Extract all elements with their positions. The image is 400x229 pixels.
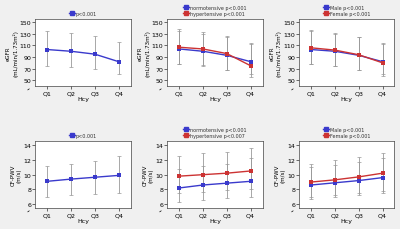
Y-axis label: eGFR
(mL/min/1.73m²): eGFR (mL/min/1.73m²)	[270, 30, 282, 77]
X-axis label: Hcy: Hcy	[77, 97, 89, 102]
Legend: Male p<0.001, Female p<0.001: Male p<0.001, Female p<0.001	[323, 127, 371, 139]
Y-axis label: CF-PWV
(m/s): CF-PWV (m/s)	[275, 164, 286, 185]
Y-axis label: CF-PWV
(m/s): CF-PWV (m/s)	[11, 164, 22, 185]
Legend: normotensive p<0.001, hypertensive p<0.001: normotensive p<0.001, hypertensive p<0.0…	[183, 6, 247, 17]
X-axis label: Hcy: Hcy	[209, 218, 221, 224]
Y-axis label: CF-PWV
(m/s): CF-PWV (m/s)	[143, 164, 154, 185]
Legend: normotensive p<0.001, hypertensive p<0.007: normotensive p<0.001, hypertensive p<0.0…	[183, 127, 247, 139]
Legend: p<0.001: p<0.001	[68, 133, 98, 139]
Y-axis label: eGFR
(mL/min/1.73m²): eGFR (mL/min/1.73m²)	[138, 30, 150, 77]
X-axis label: Hcy: Hcy	[209, 97, 221, 102]
Legend: p<0.001: p<0.001	[68, 11, 98, 17]
Y-axis label: eGFR
(mL/min/1.73m²): eGFR (mL/min/1.73m²)	[6, 30, 18, 77]
X-axis label: Hcy: Hcy	[77, 218, 89, 224]
X-axis label: Hcy: Hcy	[341, 218, 353, 224]
X-axis label: Hcy: Hcy	[341, 97, 353, 102]
Legend: Male p<0.001, Female p<0.001: Male p<0.001, Female p<0.001	[323, 6, 371, 17]
